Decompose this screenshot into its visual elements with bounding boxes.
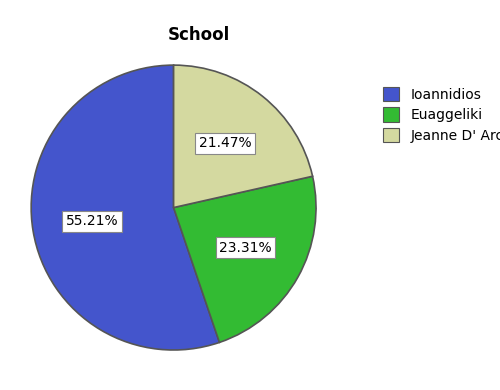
Title: School: School xyxy=(168,26,230,44)
Text: 55.21%: 55.21% xyxy=(66,214,118,228)
Legend: Ioannidios, Euaggeliki, Jeanne D' Arc: Ioannidios, Euaggeliki, Jeanne D' Arc xyxy=(378,83,500,147)
Text: 21.47%: 21.47% xyxy=(199,136,252,150)
Wedge shape xyxy=(174,65,312,207)
Wedge shape xyxy=(31,65,220,350)
Text: 23.31%: 23.31% xyxy=(220,241,272,255)
Wedge shape xyxy=(174,176,316,342)
